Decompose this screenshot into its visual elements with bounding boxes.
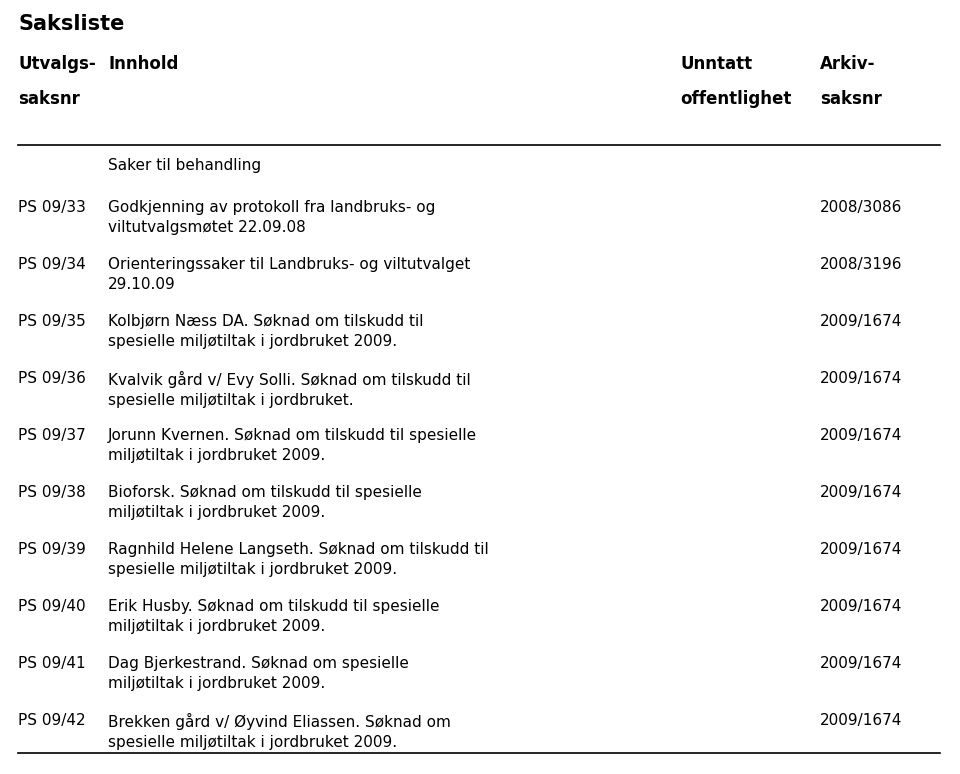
Text: Brekken gård v/ Øyvind Eliassen. Søknad om
spesielle miljøtiltak i jordbruket 20: Brekken gård v/ Øyvind Eliassen. Søknad …	[108, 713, 451, 751]
Text: Kolbjørn Næss DA. Søknad om tilskudd til
spesielle miljøtiltak i jordbruket 2009: Kolbjørn Næss DA. Søknad om tilskudd til…	[108, 314, 423, 349]
Text: 2008/3196: 2008/3196	[820, 257, 902, 272]
Text: Arkiv-: Arkiv-	[820, 55, 876, 73]
Text: saksnr: saksnr	[18, 90, 80, 108]
Text: PS 09/34: PS 09/34	[18, 257, 85, 272]
Text: 2009/1674: 2009/1674	[820, 428, 902, 443]
Text: Saker til behandling: Saker til behandling	[108, 158, 261, 173]
Text: Godkjenning av protokoll fra landbruks- og
viltutvalgsmøtet 22.09.08: Godkjenning av protokoll fra landbruks- …	[108, 200, 436, 235]
Text: offentlighet: offentlighet	[680, 90, 791, 108]
Text: 2009/1674: 2009/1674	[820, 371, 902, 386]
Text: 2009/1674: 2009/1674	[820, 542, 902, 557]
Text: Saksliste: Saksliste	[18, 14, 125, 34]
Text: PS 09/38: PS 09/38	[18, 485, 85, 500]
Text: PS 09/36: PS 09/36	[18, 371, 85, 386]
Text: Jorunn Kvernen. Søknad om tilskudd til spesielle
miljøtiltak i jordbruket 2009.: Jorunn Kvernen. Søknad om tilskudd til s…	[108, 428, 477, 464]
Text: Orienteringssaker til Landbruks- og viltutvalget
29.10.09: Orienteringssaker til Landbruks- og vilt…	[108, 257, 470, 293]
Text: PS 09/40: PS 09/40	[18, 599, 85, 614]
Text: PS 09/33: PS 09/33	[18, 200, 85, 215]
Text: 2009/1674: 2009/1674	[820, 713, 902, 728]
Text: PS 09/39: PS 09/39	[18, 542, 85, 557]
Text: Utvalgs-: Utvalgs-	[18, 55, 96, 73]
Text: Innhold: Innhold	[108, 55, 179, 73]
Text: PS 09/35: PS 09/35	[18, 314, 85, 329]
Text: 2009/1674: 2009/1674	[820, 485, 902, 500]
Text: PS 09/41: PS 09/41	[18, 656, 85, 671]
Text: Unntatt: Unntatt	[680, 55, 752, 73]
Text: Ragnhild Helene Langseth. Søknad om tilskudd til
spesielle miljøtiltak i jordbru: Ragnhild Helene Langseth. Søknad om tils…	[108, 542, 489, 577]
Text: 2009/1674: 2009/1674	[820, 656, 902, 671]
Text: PS 09/42: PS 09/42	[18, 713, 85, 728]
Text: PS 09/37: PS 09/37	[18, 428, 85, 443]
Text: Kvalvik gård v/ Evy Solli. Søknad om tilskudd til
spesielle miljøtiltak i jordbr: Kvalvik gård v/ Evy Solli. Søknad om til…	[108, 371, 470, 409]
Text: saksnr: saksnr	[820, 90, 882, 108]
Text: Erik Husby. Søknad om tilskudd til spesielle
miljøtiltak i jordbruket 2009.: Erik Husby. Søknad om tilskudd til spesi…	[108, 599, 440, 635]
Text: 2008/3086: 2008/3086	[820, 200, 902, 215]
Text: Bioforsk. Søknad om tilskudd til spesielle
miljøtiltak i jordbruket 2009.: Bioforsk. Søknad om tilskudd til spesiel…	[108, 485, 421, 520]
Text: Dag Bjerkestrand. Søknad om spesielle
miljøtiltak i jordbruket 2009.: Dag Bjerkestrand. Søknad om spesielle mi…	[108, 656, 409, 691]
Text: 2009/1674: 2009/1674	[820, 599, 902, 614]
Text: 2009/1674: 2009/1674	[820, 314, 902, 329]
